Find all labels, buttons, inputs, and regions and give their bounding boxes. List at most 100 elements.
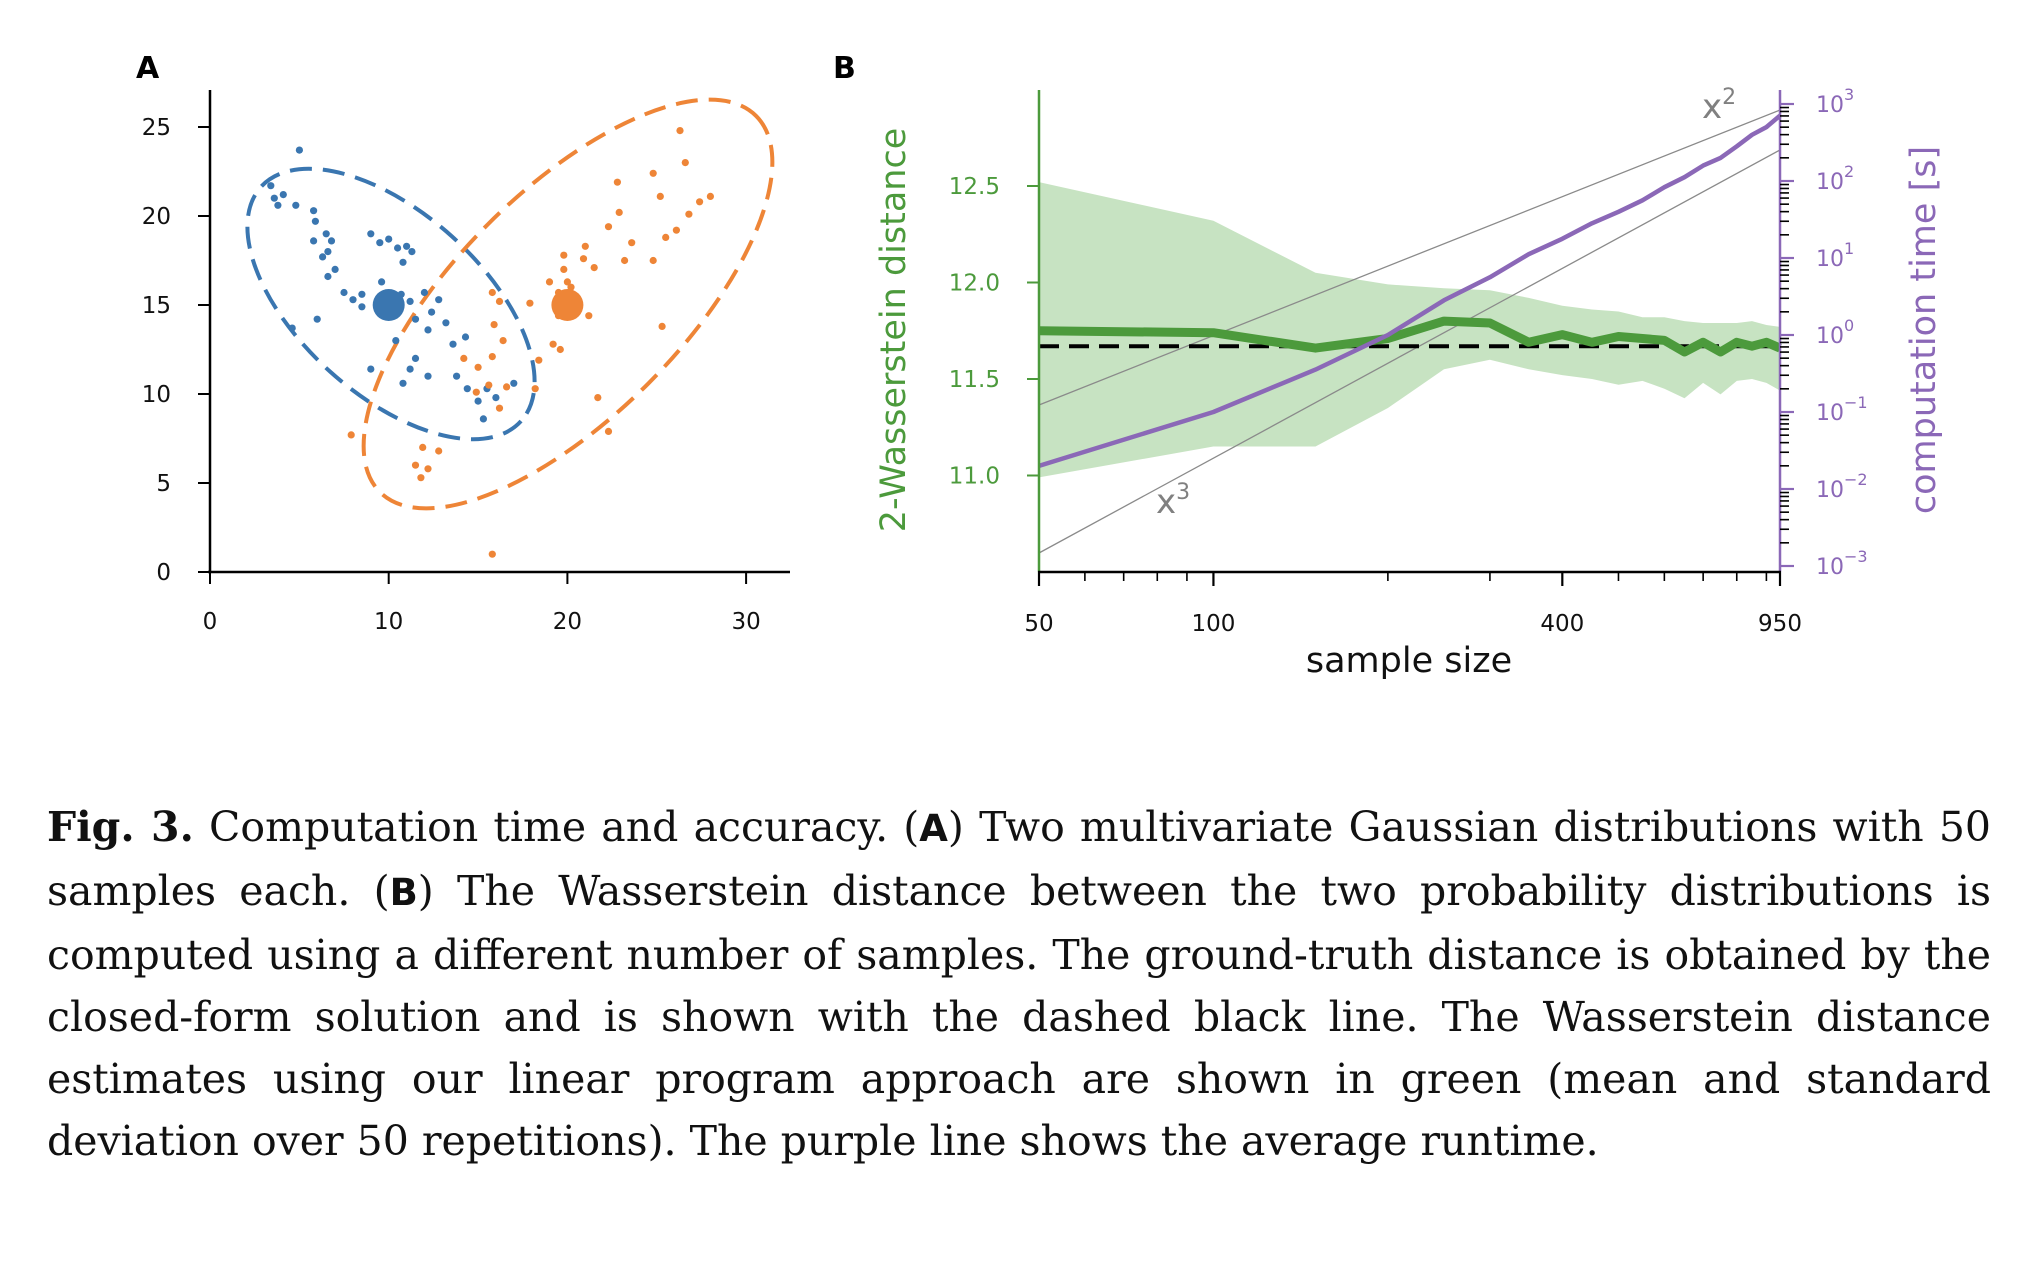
scatter-point: [461, 333, 470, 341]
scatter-point: [531, 385, 539, 393]
a-x-tick-label: 10: [374, 609, 403, 635]
scatter-point: [672, 226, 681, 234]
scatter-point: [270, 194, 278, 202]
b-right-tick-label: 103: [1816, 85, 1854, 118]
figure-caption: Fig. 3. Computation time and accuracy. (…: [47, 796, 1991, 1172]
scatter-point: [367, 365, 375, 373]
scatter-point: [453, 372, 461, 380]
scatter-point: [324, 272, 332, 281]
scatter-point: [649, 256, 657, 265]
a-y-tick-label: 5: [156, 471, 171, 497]
b-right-tick-exp: 1: [1844, 239, 1854, 258]
b-right-tick-exp: −2: [1844, 470, 1868, 489]
b-right-tick-base: 10: [1816, 401, 1844, 426]
scatter-point: [490, 321, 498, 329]
scatter-point: [376, 239, 384, 247]
reference-line-x3: [1038, 149, 1781, 554]
caption-fig-label: Fig. 3.: [47, 803, 194, 851]
reference-label-x2-exp: 2: [1722, 85, 1736, 110]
mean-distance-path: [1038, 316, 1782, 357]
b-right-tick-label: 102: [1816, 162, 1854, 195]
panel-a-label: A: [136, 51, 160, 86]
scatter-point: [358, 303, 366, 311]
panel-a-axes: 0 10 20 30 0 5 10 15 20 25: [142, 90, 790, 635]
scatter-point: [479, 415, 487, 423]
scatter-point: [510, 379, 518, 387]
b-left-tick-label: 11.5: [949, 367, 1000, 393]
scatter-point: [535, 356, 543, 364]
a-y-tick-label: 25: [142, 115, 171, 141]
scatter-point: [560, 265, 568, 273]
scatter-point: [492, 394, 500, 402]
scatter-point: [474, 397, 482, 405]
scatter-point: [295, 146, 303, 154]
scatter-point: [424, 326, 432, 334]
scatter-point: [563, 278, 572, 286]
scatter-point: [676, 127, 684, 135]
scatter-point: [327, 237, 336, 245]
mean-marker-1: [372, 289, 405, 321]
scatter-point: [311, 217, 319, 225]
a-y-tick-label: 10: [142, 382, 171, 408]
scatter-point: [590, 264, 598, 272]
b-right-tick-base: 10: [1816, 170, 1844, 195]
scatter-point: [556, 345, 564, 354]
b-x-tick-label: 50: [1024, 611, 1053, 637]
runtime-line: [1038, 113, 1782, 469]
scatter-point: [411, 461, 420, 469]
scatter-point: [681, 159, 689, 167]
b-right-tick-label: 10−2: [1816, 470, 1868, 503]
reference-line-x2: [1038, 109, 1781, 406]
scatter-point: [472, 388, 480, 396]
caption-ref-b: B: [389, 871, 418, 914]
caption-part2: ) Two multivariate Gaussian distribution…: [47, 803, 1991, 915]
scatter-point: [399, 379, 407, 387]
b-right-tick-label: 101: [1816, 239, 1854, 272]
scatter-point: [319, 253, 327, 261]
reference-label-x3-exp: 3: [1176, 480, 1190, 505]
scatter-point: [503, 383, 511, 391]
scatter-points: [267, 127, 715, 558]
b-right-tick-base: 10: [1816, 478, 1844, 503]
scatter-point: [367, 230, 375, 238]
caption-ref-a: A: [919, 807, 948, 850]
scatter-point: [685, 210, 693, 218]
scatter-point: [662, 233, 670, 241]
panel-b-axes: 50 100 400 950 11.011.512.012.5 10−310−210−…: [949, 85, 1868, 637]
scatter-point: [545, 278, 554, 286]
scatter-point: [274, 201, 282, 209]
scatter-point: [706, 192, 715, 200]
scatter-point: [411, 354, 420, 362]
scatter-point: [378, 278, 386, 286]
scatter-point: [288, 324, 296, 332]
scatter-point: [581, 242, 589, 250]
caption-part1: Computation time and accuracy. (: [193, 803, 920, 851]
scatter-point: [499, 337, 507, 345]
b-right-tick-label: 10−3: [1816, 547, 1868, 580]
scatter-point: [399, 258, 407, 266]
scatter-point: [613, 178, 622, 186]
scatter-point: [403, 242, 411, 250]
scatter-point: [313, 315, 321, 323]
scatter-point: [340, 288, 348, 297]
a-y-ticks: 0 5 10 15 20 25: [142, 115, 210, 586]
scatter-point: [406, 297, 414, 305]
scatter-point: [428, 308, 436, 316]
a-y-tick-label: 20: [142, 204, 171, 230]
scatter-point: [488, 550, 496, 558]
reference-label-x2-base: x: [1702, 87, 1722, 127]
a-y-tick-label: 15: [142, 293, 171, 319]
scatter-point: [604, 427, 613, 435]
scatter-point: [292, 201, 300, 209]
scatter-point: [567, 283, 575, 291]
b-x-tick-label: 950: [1758, 611, 1802, 637]
b-ylabel-right: computation time [s]: [1904, 146, 1944, 514]
b-xlabel: sample size: [1306, 641, 1512, 681]
scatter-point: [322, 230, 330, 238]
b-right-tick-exp: 3: [1844, 85, 1854, 104]
ellipse-distribution-1: [245, 166, 537, 442]
scatter-point: [696, 198, 704, 206]
